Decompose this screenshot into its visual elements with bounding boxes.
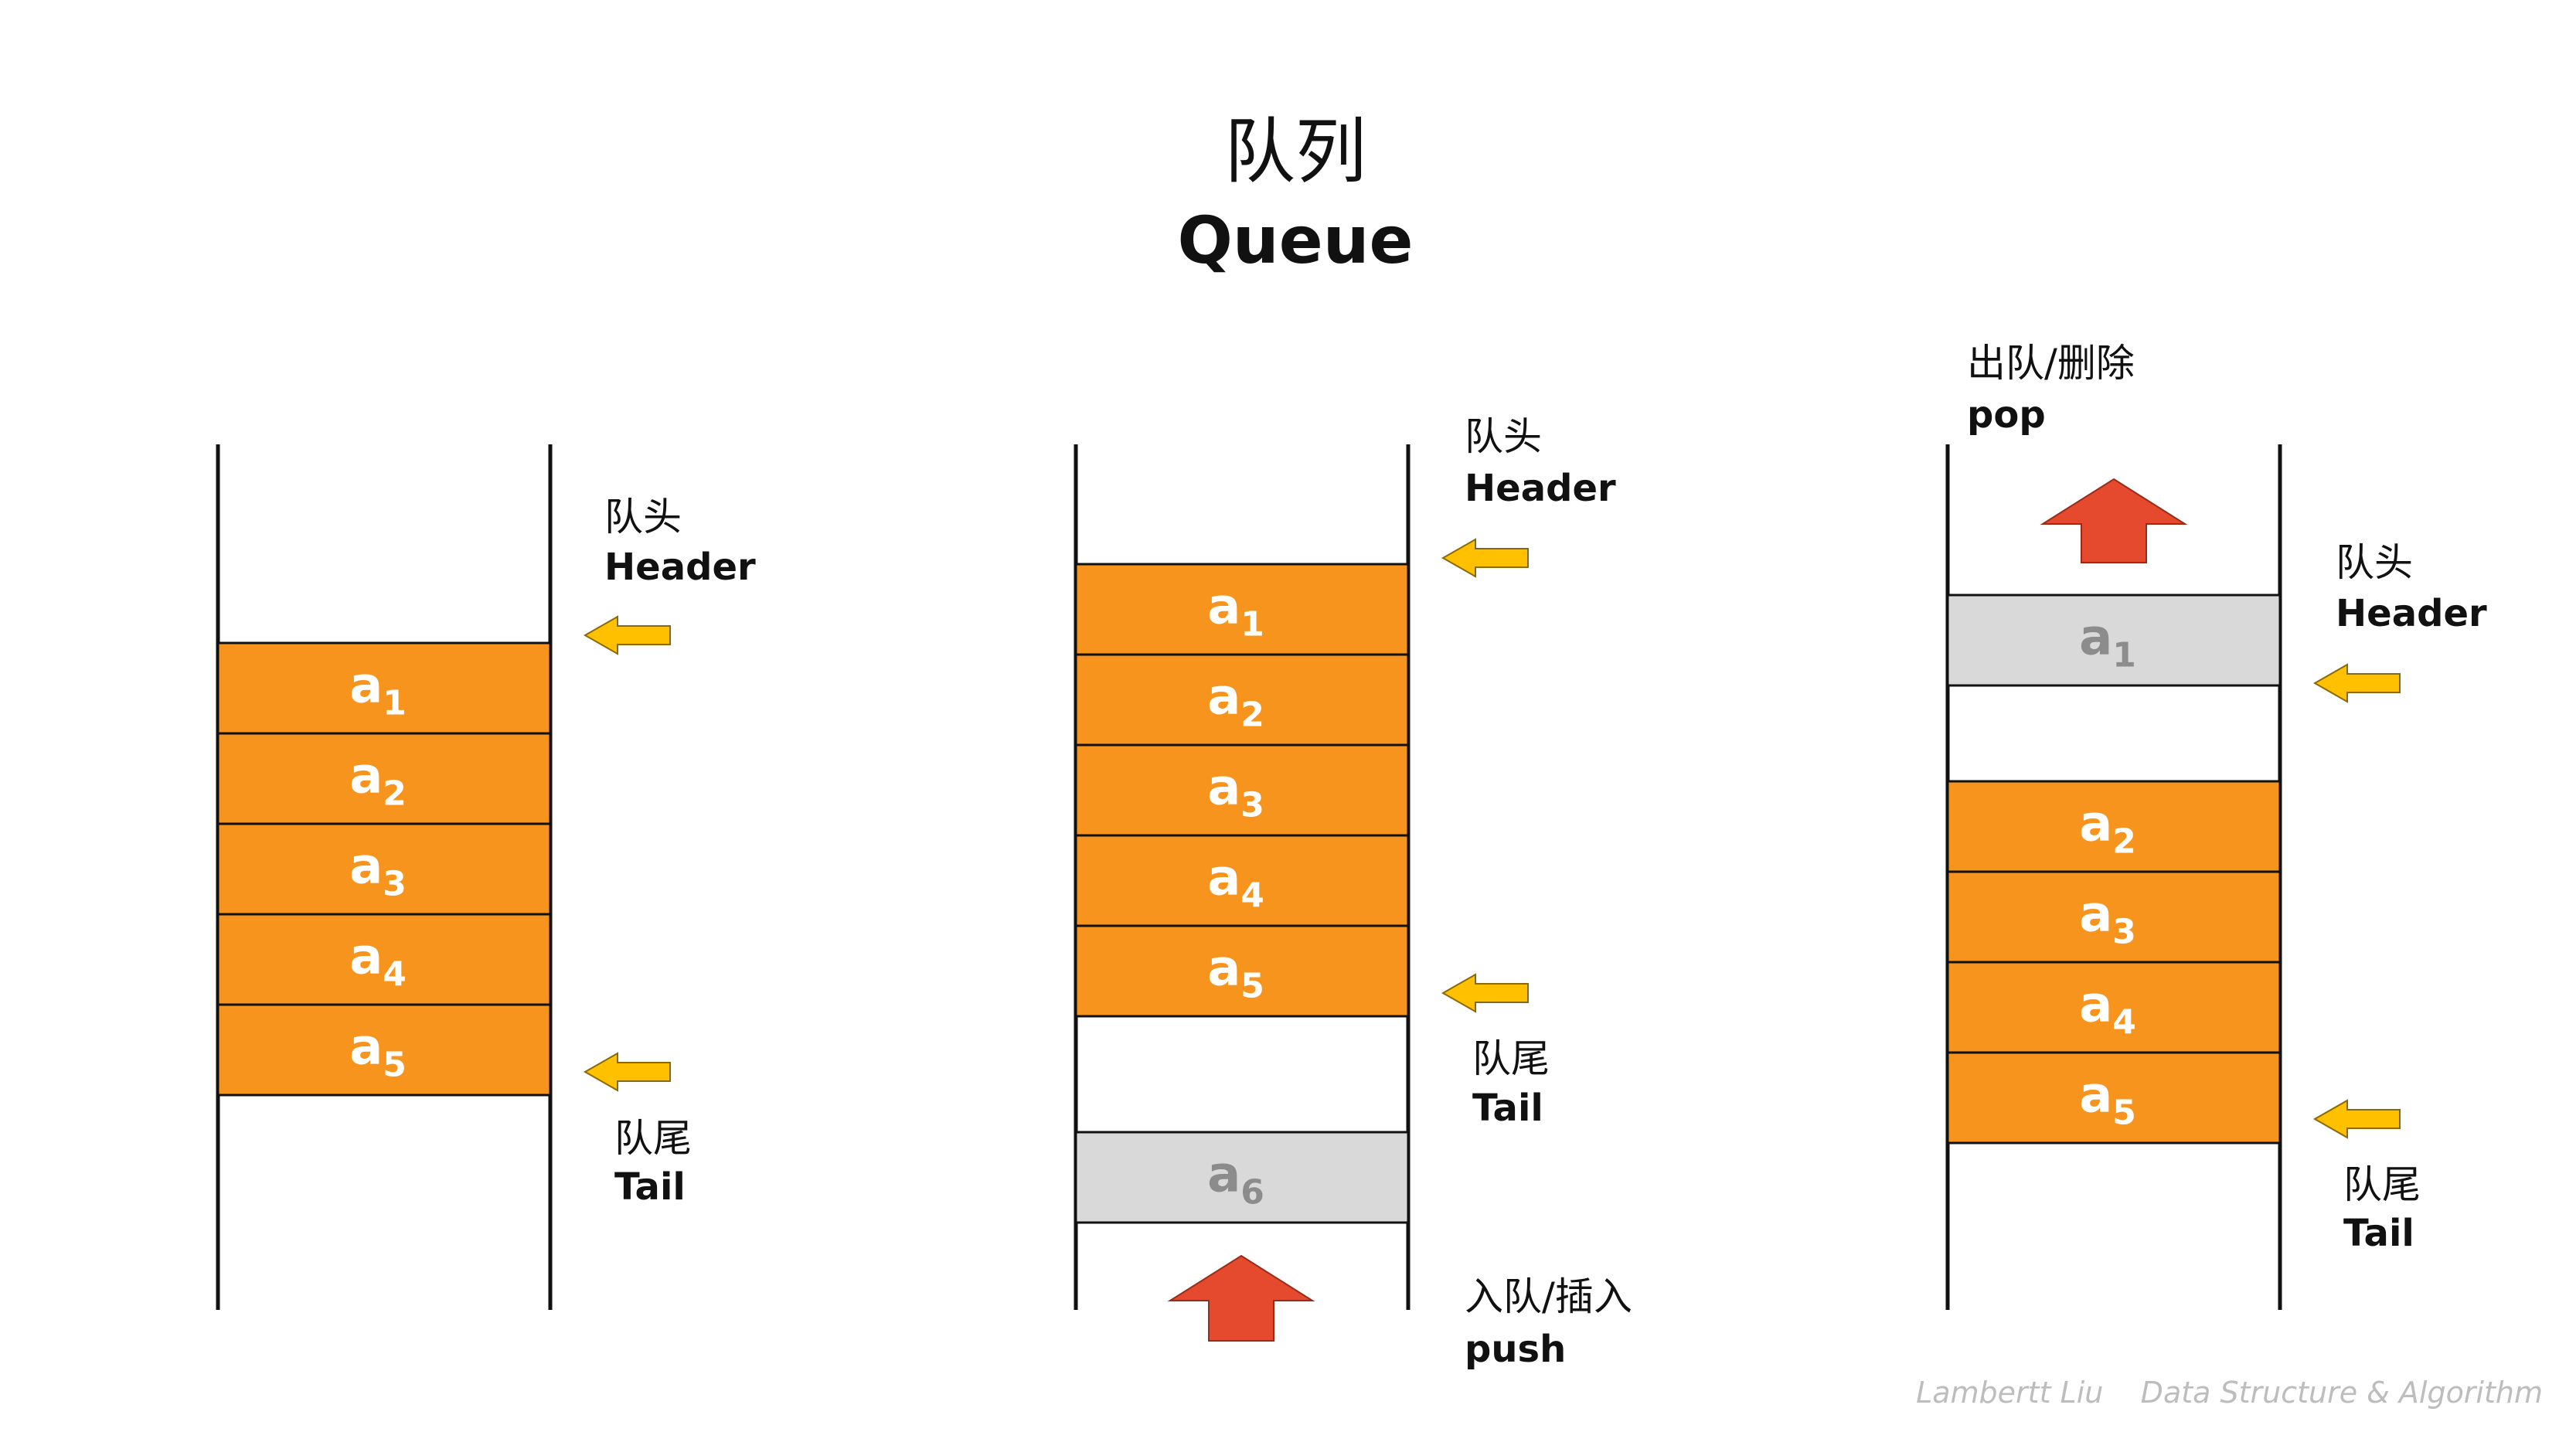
queue-cell-label: a3 [2079,886,2136,952]
title-english: Queue [1178,202,1414,278]
footer-credit: Lambertt Liu Data Structure & Algorithm [1916,1376,2543,1410]
queue-cell: a4 [1074,834,1410,927]
tail-label-cn: 队尾 [2343,1162,2421,1207]
tail-pointer-arrow-icon [583,1052,671,1092]
action-label-en: push [1465,1328,1566,1371]
queue-cell-label: a1 [349,658,407,723]
queue-panel-push: a1 a2 a3 a4 a5 a6 队头 Header 队尾 Tail 入队/插入 push [1074,414,1632,1371]
queue-cell: a2 [216,732,552,825]
queue-cell-label: a6 [1207,1147,1264,1213]
queue-cell-label: a5 [1207,940,1264,1006]
queue-cell-label: a1 [1207,579,1264,645]
queue-cell: a3 [1946,870,2282,964]
queue-cell-box [1946,594,2282,687]
queue-cell-box [1946,780,2282,873]
header-pointer-arrow-icon [2312,663,2401,703]
queue-cell-label: a4 [1207,850,1264,916]
queue-cell-label: a3 [1207,760,1264,825]
queue-cell-box [216,913,552,1006]
tail-label-en: Tail [1472,1087,1543,1130]
queue-cell-box [1074,1131,1410,1224]
queue-panel-pop: a1 a2 a3 a4 a5 队头 Header 队尾 Tail 出队/删除 pop [1945,341,2487,1310]
action-label-cn: 入队/插入 [1465,1274,1632,1319]
title-chinese: 队列 [1224,111,1366,193]
queue-cell: a2 [1946,780,2282,873]
tail-pointer-arrow-icon [2312,1099,2401,1139]
queue-cell-label: a2 [1207,669,1264,735]
header-label-en: Header [2336,592,2487,635]
tail-label-cn: 队尾 [614,1116,692,1161]
tail-label-en: Tail [614,1165,686,1209]
queue-cell-box [1946,1051,2282,1145]
header-label-cn: 队头 [604,495,682,539]
queue-cell-box [1074,834,1410,927]
queue-cell: a1 [1946,594,2282,687]
queue-cell: a5 [1074,924,1410,1018]
queue-cell-label: a3 [349,838,407,904]
header-pointer-arrow-icon [1441,538,1529,578]
header-pointer-arrow-icon [583,615,671,655]
queue-cell-label: a2 [349,748,407,814]
tail-label-cn: 队尾 [1472,1036,1550,1081]
queue-cell-box [1074,743,1410,837]
queue-cell-box [1074,563,1410,656]
header-label-en: Header [604,546,756,589]
queue-cell-label: a5 [2079,1067,2136,1133]
queue-cell: a2 [1074,653,1410,747]
queue-cell: a4 [1946,961,2282,1054]
queue-cell: a3 [216,822,552,916]
header-label-en: Header [1465,467,1616,510]
action-label-cn: 出队/删除 [1967,341,2135,386]
up-arrow-icon [2040,478,2188,563]
up-arrow-icon [1167,1254,1315,1342]
queue-cell-box [216,1003,552,1097]
queue-cell-label: a4 [2079,977,2136,1043]
queue-cell-label: a2 [2079,796,2136,862]
tail-label-en: Tail [2343,1212,2414,1255]
queue-cell: a3 [1074,743,1410,837]
queue-cell-label: a4 [349,929,407,995]
header-label-cn: 队头 [2336,540,2413,585]
queue-cell-box [216,822,552,916]
queue-cell-box [216,641,552,735]
queue-cell-box [1074,924,1410,1018]
queue-cell: a6 [1074,1131,1410,1224]
action-label-en: pop [1967,393,2046,437]
queue-cell-label: a5 [349,1019,407,1085]
queue-cell: a1 [1074,563,1410,656]
queue-cell: a5 [216,1003,552,1097]
queue-cell: a1 [216,641,552,735]
queue-cell-box [1946,870,2282,964]
header-label-cn: 队头 [1465,414,1542,459]
queue-cell-box [1946,961,2282,1054]
queue-cell: a5 [1946,1051,2282,1145]
queue-cell-label: a1 [2079,610,2136,675]
tail-pointer-arrow-icon [1441,973,1529,1013]
queue-cell: a4 [216,913,552,1006]
